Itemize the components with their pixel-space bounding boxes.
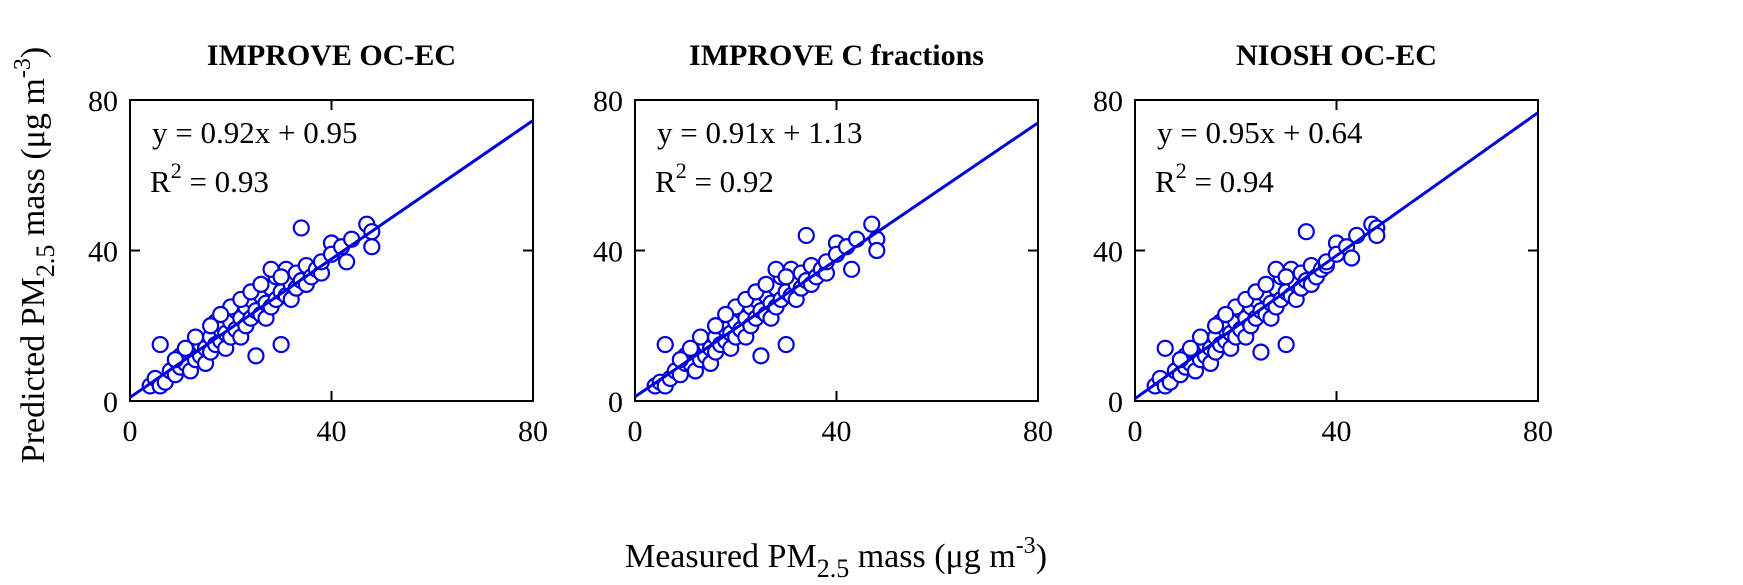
data-point <box>797 226 815 245</box>
data-point <box>757 275 775 293</box>
x-tick-label: 40 <box>822 415 852 448</box>
data-point <box>1206 317 1225 335</box>
data-point <box>1252 343 1270 361</box>
data-point <box>706 317 725 335</box>
x-tick-label: 80 <box>1023 415 1053 448</box>
data-point <box>1297 223 1315 241</box>
regression-equation: y = 0.95x + 0.64 <box>1157 115 1363 150</box>
data-point <box>863 215 881 233</box>
data-point <box>272 335 290 354</box>
scatter-points <box>646 215 886 395</box>
x-tick-label: 40 <box>1322 415 1352 448</box>
data-point <box>1257 275 1275 293</box>
scatter-points <box>141 215 381 395</box>
data-point <box>212 305 230 324</box>
x-tick-label: 0 <box>1128 415 1143 448</box>
data-point <box>338 253 356 271</box>
regression-line <box>635 121 1038 398</box>
data-point <box>752 347 770 365</box>
data-point <box>202 317 220 335</box>
data-point <box>247 347 265 365</box>
data-point <box>363 238 381 256</box>
y-tick-label: 40 <box>593 236 623 269</box>
y-tick-label: 0 <box>103 386 118 419</box>
r-squared: R2 = 0.93 <box>150 158 269 199</box>
data-point <box>272 268 290 286</box>
data-point <box>777 268 795 286</box>
data-point <box>1277 335 1295 354</box>
data-point <box>292 219 310 237</box>
data-point <box>186 328 205 346</box>
y-tick-label: 80 <box>88 85 118 118</box>
data-point <box>1181 339 1200 357</box>
r-squared: R2 = 0.94 <box>1155 158 1274 199</box>
data-point <box>1277 268 1295 286</box>
data-point <box>717 305 735 324</box>
chart-panel-1: IMPROVE OC-EC 0 40 80 0 40 80 y = 0.92x + 0.95 R… <box>88 39 548 448</box>
data-point <box>1343 249 1361 267</box>
y-tick-label: 0 <box>608 386 623 419</box>
y-tick-label: 40 <box>1093 236 1123 269</box>
x-tick-label: 0 <box>628 415 643 448</box>
regression-line <box>130 119 533 399</box>
regression-line <box>1135 111 1538 400</box>
data-point <box>656 335 674 354</box>
y-tick-label: 80 <box>593 85 623 118</box>
chart-title: IMPROVE OC-EC <box>207 39 456 72</box>
data-point <box>1156 339 1174 357</box>
regression-equation: y = 0.92x + 0.95 <box>152 115 357 150</box>
data-point <box>176 339 195 357</box>
y-axis-label: Predicted PM2.5 mass (μg m-3) <box>10 47 60 463</box>
y-tick-label: 0 <box>1108 386 1123 419</box>
data-point <box>252 275 270 293</box>
x-tick-label: 40 <box>317 415 347 448</box>
data-point <box>151 335 169 354</box>
r-squared: R2 = 0.92 <box>655 158 774 199</box>
chart-title: NIOSH OC-EC <box>1236 39 1437 72</box>
x-tick-label: 80 <box>1523 415 1553 448</box>
x-axis-label: Measured PM2.5 mass (μg m-3) <box>625 533 1047 583</box>
x-tick-label: 80 <box>518 415 548 448</box>
chart-title: IMPROVE C fractions <box>689 39 984 72</box>
x-tick-label: 0 <box>123 415 138 448</box>
data-point <box>691 328 710 346</box>
data-point <box>1217 305 1235 324</box>
data-point <box>868 241 886 260</box>
chart-panel-2: IMPROVE C fractions 0 40 80 0 40 80 y = 0.91x +… <box>593 39 1053 448</box>
regression-equation: y = 0.91x + 1.13 <box>657 115 862 150</box>
data-point <box>681 339 700 357</box>
y-tick-label: 40 <box>88 236 118 269</box>
data-point <box>1191 328 1210 346</box>
y-tick-label: 80 <box>1093 85 1123 118</box>
chart-panel-3: NIOSH OC-EC 0 40 80 0 40 80 y = 0.95x + 0.64 R2 … <box>1093 39 1553 448</box>
data-point <box>777 335 795 354</box>
data-point <box>843 260 861 278</box>
